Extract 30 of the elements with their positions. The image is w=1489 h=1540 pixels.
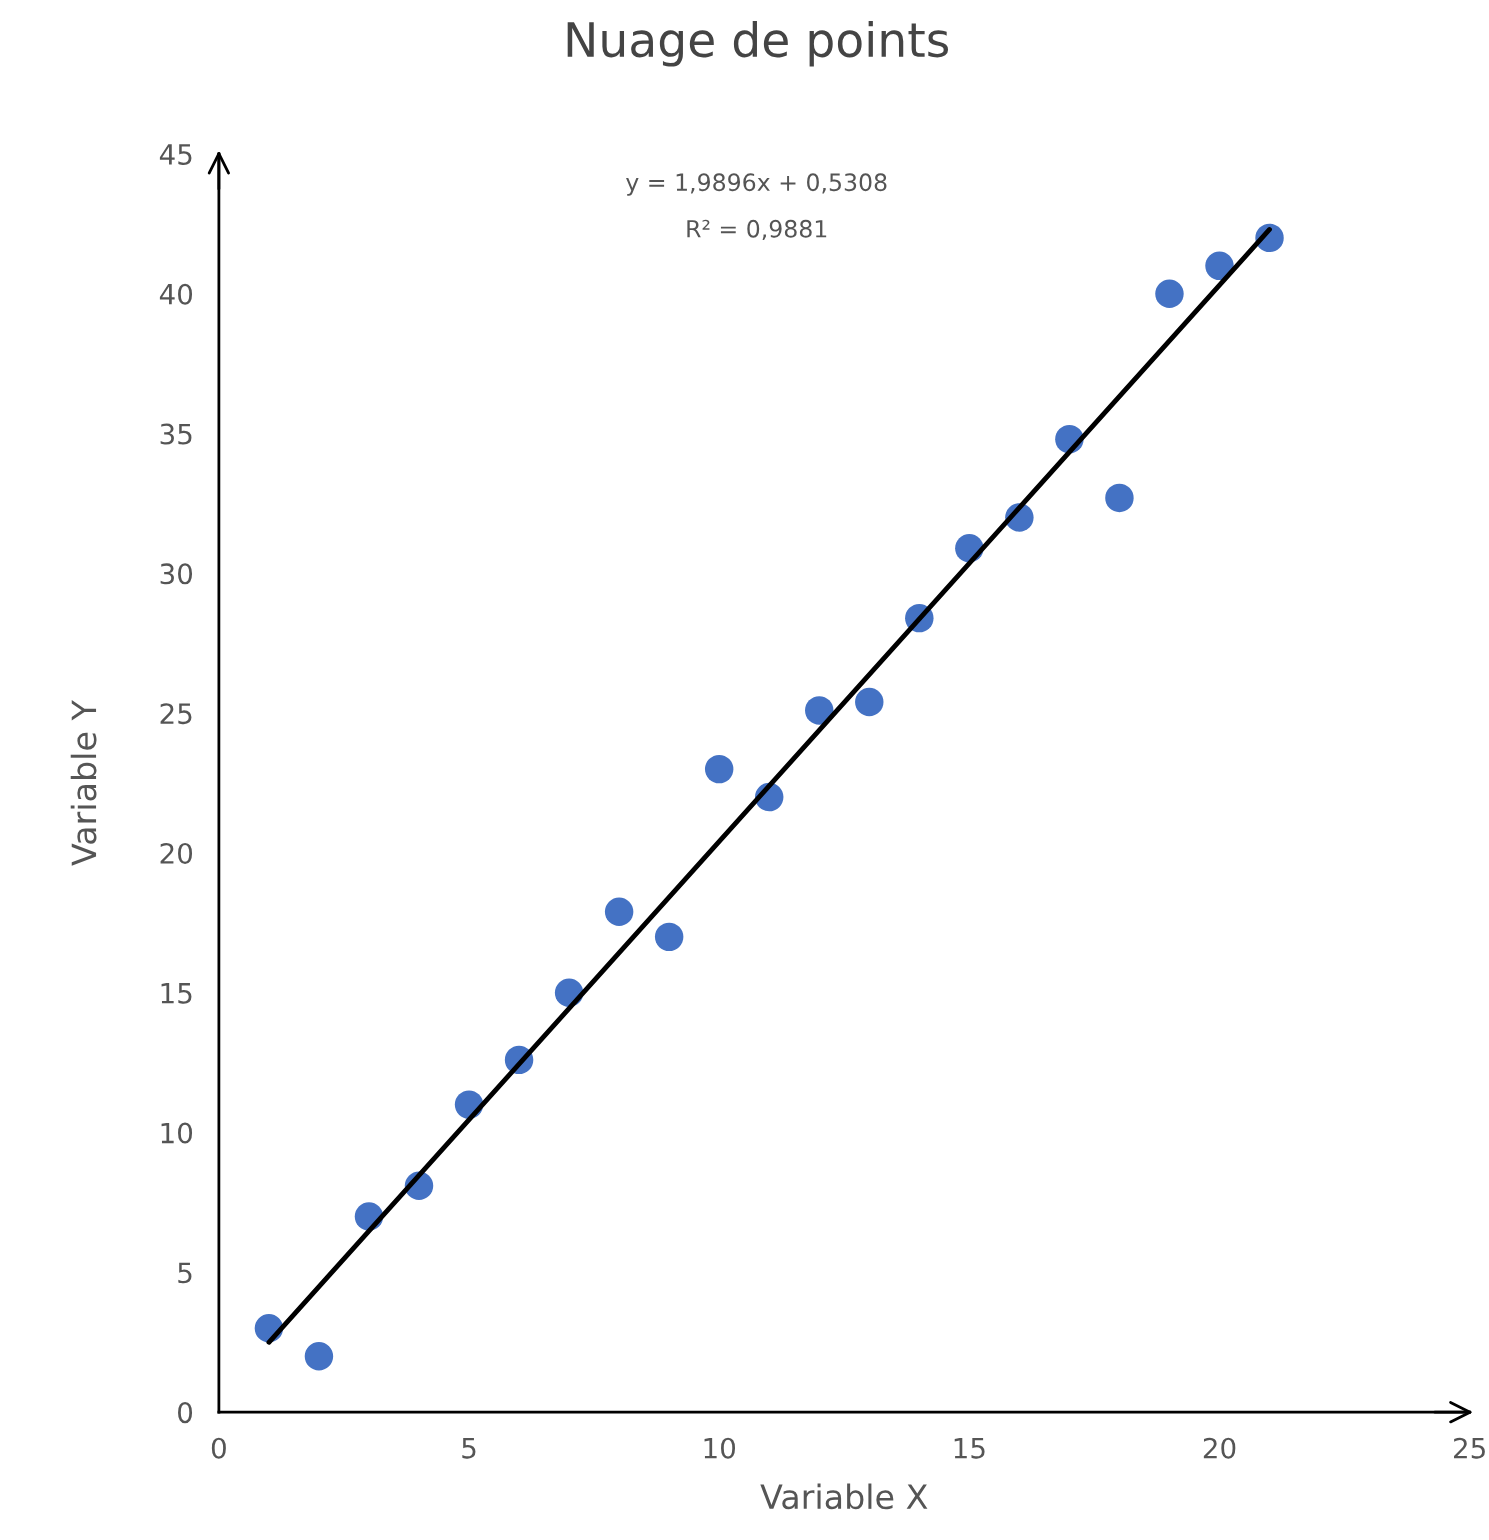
point	[704, 754, 734, 784]
point	[855, 687, 884, 717]
annotation: y = 1,9896x + 0,5308	[626, 173, 887, 196]
y-tick-label: 30	[160, 563, 193, 585]
y-tick-label: 0	[178, 1402, 193, 1424]
x-tick-label: 0	[211, 1437, 226, 1459]
x-axis-title: Variable X	[760, 1483, 928, 1510]
y-tick-label: 35	[160, 423, 192, 445]
y-tick-label: 15	[161, 983, 192, 1004]
point	[604, 897, 634, 926]
x-tick-label: 5	[462, 1438, 476, 1459]
x-tick-label: 10	[704, 1437, 736, 1459]
point	[654, 922, 684, 952]
y-tick-label: 20	[160, 842, 193, 864]
y-tick-label: 5	[178, 1262, 192, 1284]
x-tick-label: 20	[1203, 1437, 1236, 1459]
y-tick-label: 45	[159, 144, 192, 165]
point	[1205, 251, 1234, 281]
point	[805, 696, 834, 725]
x-tick-label: 15	[954, 1438, 985, 1459]
point	[1155, 279, 1184, 309]
chart-title: Nuage de points	[567, 20, 949, 67]
y-tick-label: 25	[160, 703, 192, 725]
y-tick-label: 10	[161, 1122, 193, 1144]
point	[304, 1342, 334, 1371]
annotation: R² = 0,9881	[687, 219, 827, 241]
y-tick-label: 40	[159, 283, 193, 305]
point	[1105, 483, 1134, 513]
x-tick-label: 25	[1454, 1437, 1485, 1459]
y-axis-title: Variable Y	[70, 700, 97, 866]
